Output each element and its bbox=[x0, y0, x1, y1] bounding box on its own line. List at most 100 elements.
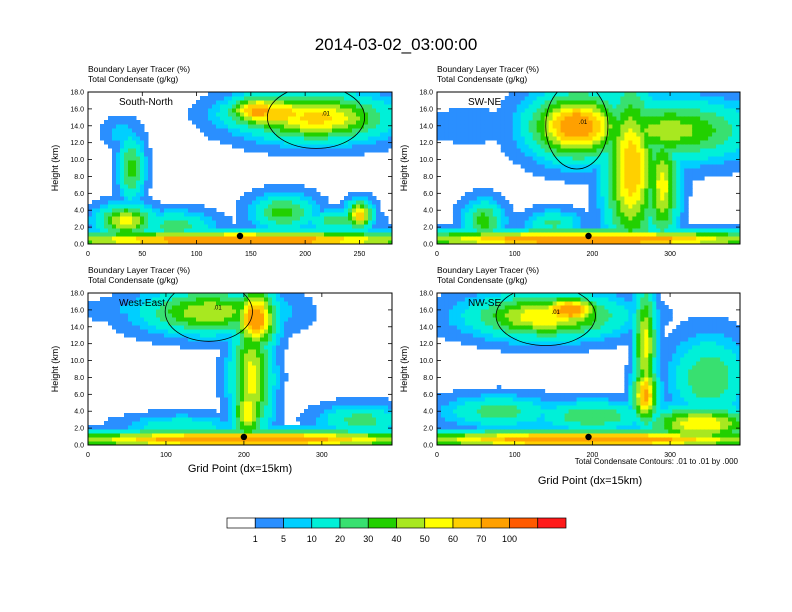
heat-cell bbox=[264, 104, 269, 109]
heat-cell bbox=[268, 200, 273, 205]
heat-cell bbox=[304, 116, 309, 121]
heat-cell bbox=[336, 124, 341, 129]
heat-cell bbox=[172, 341, 177, 346]
heat-cell bbox=[224, 236, 229, 241]
heat-cell bbox=[328, 216, 333, 221]
heat-cell bbox=[388, 144, 392, 149]
heat-cell bbox=[88, 433, 93, 438]
heat-cell bbox=[284, 232, 289, 237]
heat-cell bbox=[576, 120, 582, 125]
heat-cell bbox=[284, 116, 289, 121]
heat-cell bbox=[716, 124, 721, 129]
heat-cell bbox=[128, 413, 133, 418]
heat-cell bbox=[568, 236, 574, 241]
heat-cell bbox=[108, 417, 113, 422]
heat-cell bbox=[508, 104, 514, 109]
heat-cell bbox=[612, 228, 617, 233]
heat-cell bbox=[188, 341, 193, 346]
heat-cell bbox=[576, 216, 582, 221]
heat-cell bbox=[172, 240, 177, 244]
heat-cell bbox=[320, 152, 325, 157]
heat-cell bbox=[508, 92, 514, 97]
heat-cell bbox=[208, 441, 213, 445]
heat-cell bbox=[248, 96, 253, 101]
heat-cell bbox=[308, 120, 313, 125]
heat-cell bbox=[312, 228, 317, 233]
heat-cell bbox=[160, 333, 165, 338]
heat-cell bbox=[512, 144, 518, 149]
heat-cell bbox=[360, 96, 365, 101]
heat-cell bbox=[132, 172, 137, 177]
heat-cell bbox=[296, 116, 301, 121]
heat-cell bbox=[660, 144, 665, 149]
heat-cell bbox=[372, 200, 377, 205]
heat-cell bbox=[676, 96, 681, 101]
y-axis-label: Height (km) bbox=[50, 145, 60, 192]
heat-cell bbox=[544, 204, 550, 209]
heat-cell bbox=[308, 200, 313, 205]
heat-cell bbox=[624, 208, 629, 213]
heat-cell bbox=[316, 132, 321, 137]
heat-cell bbox=[516, 132, 522, 137]
heat-cell bbox=[608, 148, 613, 153]
heat-cell bbox=[112, 228, 117, 233]
heat-cell bbox=[88, 224, 93, 229]
heat-cell bbox=[720, 108, 725, 113]
heat-cell bbox=[632, 148, 637, 153]
heat-cell bbox=[708, 160, 713, 165]
heat-cell bbox=[368, 232, 373, 237]
heat-cell bbox=[488, 136, 494, 141]
heat-cell bbox=[216, 309, 221, 314]
heat-cell bbox=[736, 232, 740, 237]
heat-cell bbox=[700, 172, 705, 177]
heat-cell bbox=[456, 204, 462, 209]
heat-cell bbox=[292, 148, 297, 153]
heat-cell bbox=[437, 132, 442, 137]
heat-cell bbox=[488, 236, 494, 241]
heat-cell bbox=[208, 132, 213, 137]
heat-cell bbox=[388, 100, 392, 105]
heat-cell bbox=[564, 156, 570, 161]
heat-cell bbox=[588, 96, 593, 101]
heat-cell bbox=[684, 92, 689, 97]
heat-cell bbox=[504, 240, 510, 244]
heat-cell bbox=[336, 104, 341, 109]
heat-cell bbox=[304, 212, 309, 217]
heat-cell bbox=[592, 128, 597, 133]
heat-cell bbox=[708, 168, 713, 173]
heat-cell bbox=[356, 128, 361, 133]
heat-cell bbox=[472, 228, 478, 233]
heat-cell bbox=[296, 236, 301, 241]
heat-cell bbox=[204, 232, 209, 237]
heat-cell bbox=[676, 112, 681, 117]
heat-cell bbox=[500, 232, 506, 237]
heat-cell bbox=[464, 232, 470, 237]
heat-cell bbox=[236, 216, 241, 221]
heat-cell bbox=[248, 232, 253, 237]
heat-cell bbox=[596, 124, 601, 129]
heat-cell bbox=[644, 148, 649, 153]
heat-cell bbox=[228, 437, 233, 442]
heat-cell bbox=[376, 104, 381, 109]
heat-cell bbox=[688, 180, 693, 185]
heat-cell bbox=[224, 92, 229, 97]
heat-cell bbox=[692, 136, 697, 141]
heat-cell bbox=[528, 232, 534, 237]
heat-cell bbox=[364, 116, 369, 121]
heat-cell bbox=[176, 313, 181, 318]
heat-cell bbox=[184, 409, 189, 414]
heat-cell bbox=[556, 136, 562, 141]
heat-cell bbox=[620, 168, 625, 173]
heat-cell bbox=[144, 144, 149, 149]
heat-cell bbox=[188, 309, 193, 314]
heat-cell bbox=[208, 421, 213, 426]
heat-cell bbox=[220, 96, 225, 101]
heat-cell bbox=[132, 128, 137, 133]
heat-cell bbox=[156, 421, 161, 426]
heat-cell bbox=[336, 152, 341, 157]
heat-cell bbox=[520, 216, 526, 221]
heat-cell bbox=[260, 228, 265, 233]
heat-cell bbox=[584, 164, 589, 169]
heat-cell bbox=[200, 208, 205, 213]
heat-cell bbox=[500, 208, 506, 213]
